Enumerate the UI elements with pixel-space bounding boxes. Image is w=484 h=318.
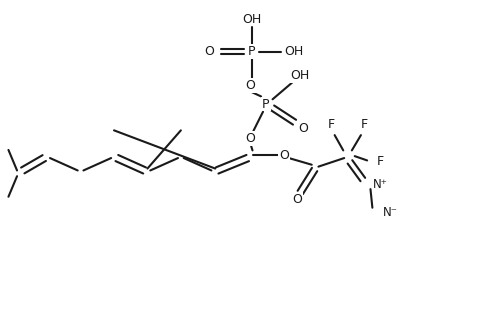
Text: F: F [361, 118, 368, 131]
Text: O: O [292, 193, 302, 206]
Text: O: O [246, 132, 256, 145]
Text: OH: OH [242, 12, 261, 25]
Text: N⁺: N⁺ [373, 178, 388, 191]
Text: O: O [298, 122, 308, 135]
Text: O: O [279, 149, 289, 162]
Text: O: O [246, 79, 256, 92]
Text: F: F [377, 155, 384, 168]
Text: N⁻: N⁻ [383, 206, 398, 219]
Text: O: O [205, 45, 214, 58]
Text: F: F [328, 118, 335, 131]
Text: P: P [262, 98, 270, 111]
Text: OH: OH [291, 69, 310, 82]
Text: OH: OH [284, 45, 303, 58]
Text: P: P [248, 45, 255, 58]
